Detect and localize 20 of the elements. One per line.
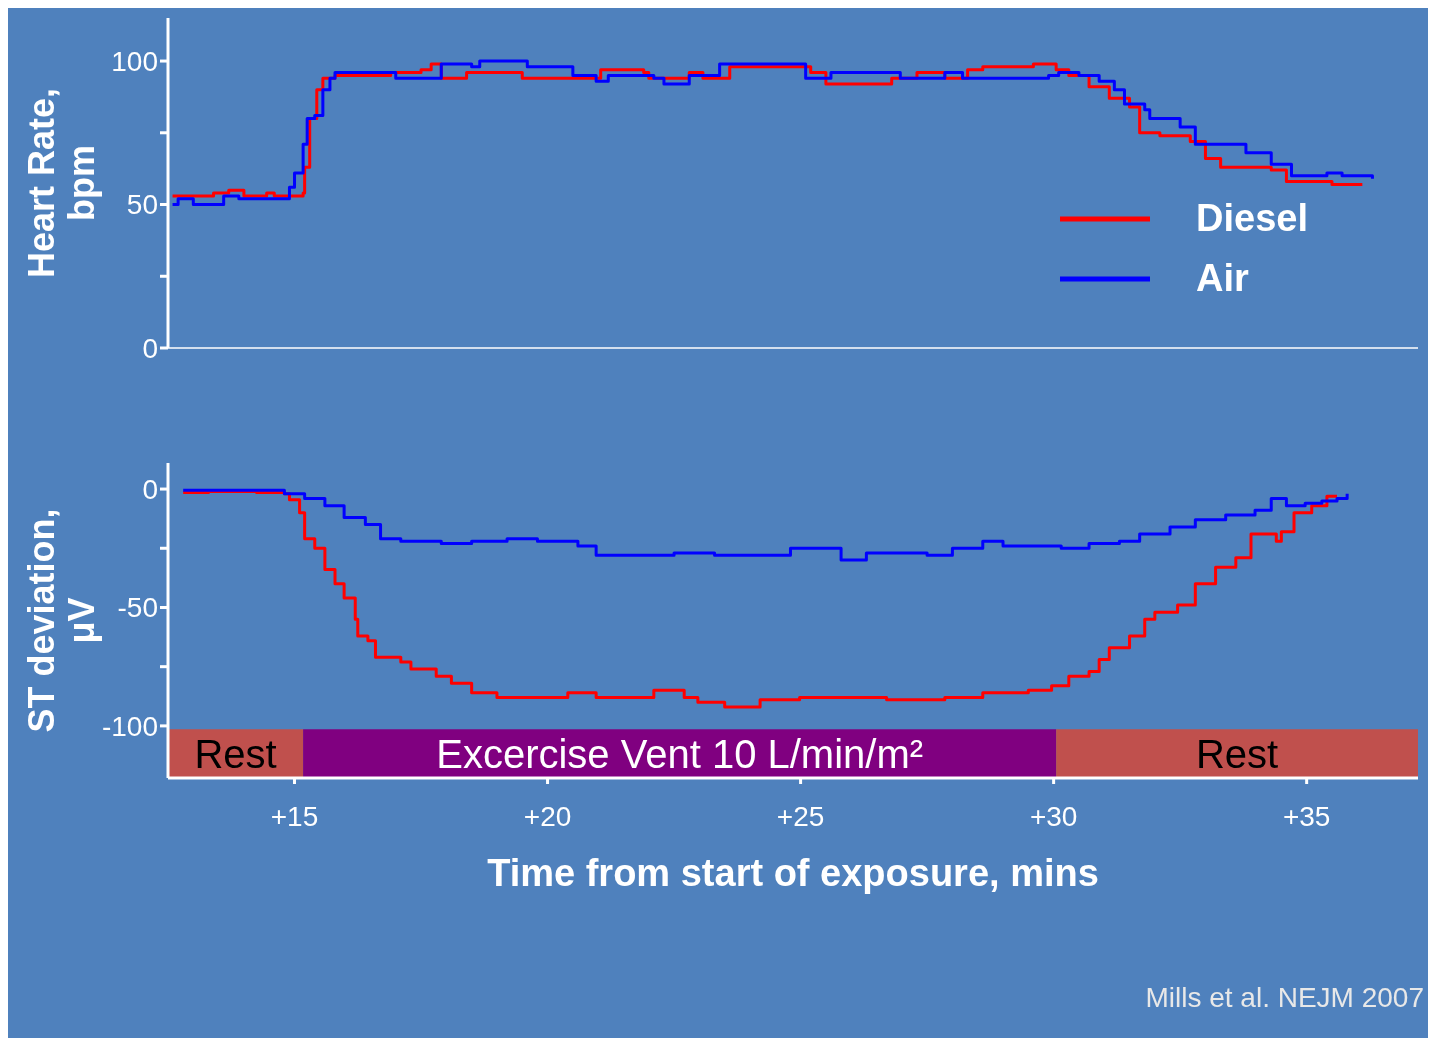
legend-label: Air	[1196, 257, 1249, 301]
y-tick-label: 50	[126, 189, 158, 221]
band-label: Rest	[1195, 731, 1279, 776]
x-axis-title: Time from start of exposure, mins	[487, 852, 1099, 894]
y-axis-title: Heart Rate, bpm	[21, 87, 102, 279]
y-tick-label: -50	[117, 592, 158, 624]
text: Mills et al. NEJM 2007	[1145, 982, 1424, 1014]
y-tick-label: 0	[142, 332, 158, 364]
y-axis-title: ST deviation, μV	[21, 508, 102, 733]
band-label: Excercise Vent 10 L/min/m²	[436, 731, 924, 776]
x-tick-label: +30	[1029, 800, 1078, 832]
y-tick-label: 100	[111, 45, 158, 77]
x-tick-label: +35	[1282, 800, 1331, 832]
legend-label: Diesel	[1196, 197, 1308, 241]
y-tick-label: 0	[142, 473, 158, 505]
x-tick-label: +15	[270, 800, 319, 832]
y-tick-label: -100	[101, 710, 158, 742]
band-label: Rest	[194, 731, 277, 776]
x-tick-label: +25	[776, 800, 825, 832]
x-tick-label: +20	[523, 800, 572, 832]
